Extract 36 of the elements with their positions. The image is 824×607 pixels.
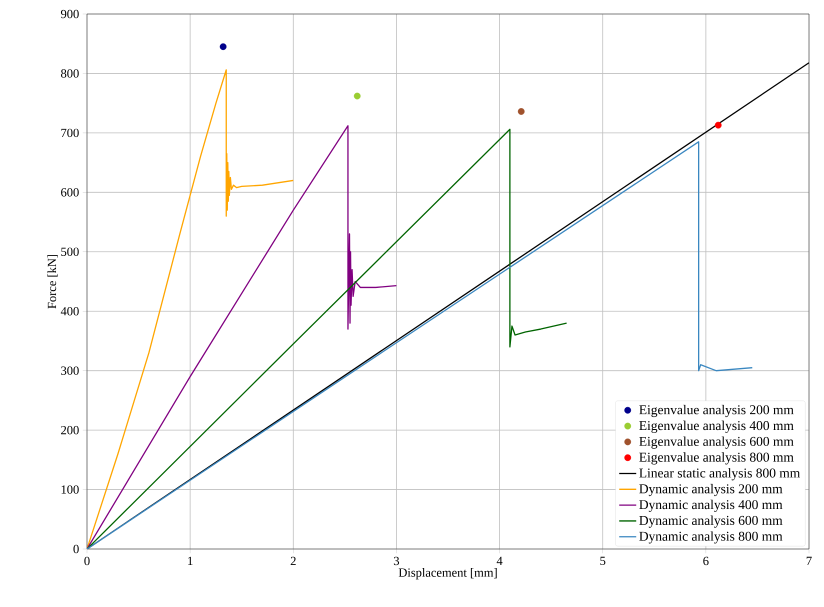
y-axis-title: Force [kN]	[47, 254, 58, 309]
x-tick-label: 2	[290, 556, 296, 566]
legend-label: Linear static analysis 800 mm	[639, 468, 800, 480]
line-series	[87, 125, 398, 549]
y-tick-label: 600	[61, 188, 79, 197]
legend-label: Dynamic analysis 200 mm	[639, 484, 782, 496]
x-tick-label: 6	[703, 556, 709, 566]
legend-label: Eigenvalue analysis 800 mm	[639, 452, 794, 465]
y-tick-label: 800	[61, 69, 79, 78]
y-tick-label: 700	[61, 128, 79, 138]
x-tick-label: 5	[600, 556, 606, 566]
x-axis-title: Displacement [mm]	[398, 568, 497, 580]
legend-label: Dynamic analysis 600 mm	[639, 516, 782, 528]
y-tick-label: 900	[60, 10, 79, 18]
x-tick-label: 0	[84, 556, 90, 566]
y-tick-label: 0	[73, 544, 79, 554]
legend-label: Eigenvalue analysis 600 mm	[639, 436, 794, 449]
point	[354, 92, 361, 100]
y-tick-label: 200	[61, 426, 79, 434]
y-tick-label: 500	[61, 248, 79, 256]
legend-label: Eigenvalue analysis 400 mm	[639, 420, 794, 433]
legend-label: Eigenvalue analysis 200 mm	[639, 404, 794, 418]
point	[714, 122, 722, 129]
legend-label: Dynamic analysis 400 mm	[639, 500, 782, 512]
y-tick-label: 400	[60, 307, 79, 316]
legend-label: Dynamic analysis 800 mm	[639, 531, 782, 544]
y-tick-label: 100	[62, 485, 79, 494]
point	[518, 108, 525, 115]
x-tick-label: 3	[394, 556, 400, 566]
point	[220, 43, 227, 50]
x-tick-label: 1	[188, 556, 193, 565]
line-series	[87, 128, 568, 549]
x-tick-label: 4	[496, 556, 502, 565]
y-tick-label: 300	[61, 366, 79, 375]
x-tick-label: 7	[806, 556, 812, 565]
line-series	[87, 69, 294, 549]
